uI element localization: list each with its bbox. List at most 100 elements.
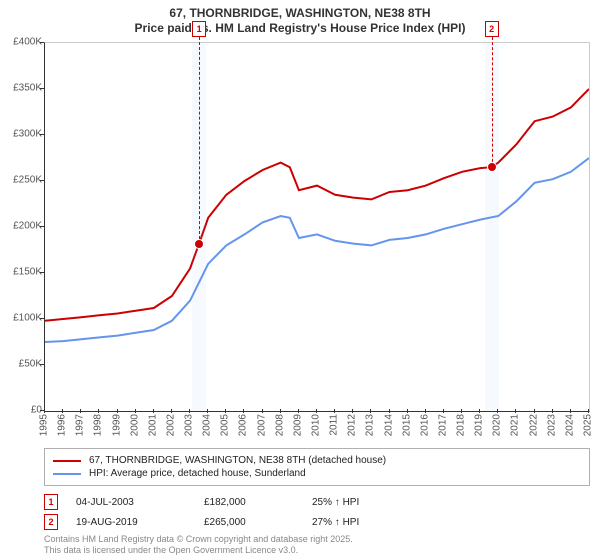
x-axis-label: 2018: [456, 414, 467, 436]
x-axis-tick: [189, 409, 190, 413]
x-axis-label: 2017: [437, 414, 448, 436]
y-axis-tick: [40, 180, 44, 181]
y-axis-label: £0: [0, 405, 42, 416]
x-axis-tick: [552, 409, 553, 413]
x-axis-label: 1997: [75, 414, 86, 436]
x-axis-tick: [316, 409, 317, 413]
x-axis-tick: [280, 409, 281, 413]
x-axis-label: 2021: [510, 414, 521, 436]
transaction-price-2: £265,000: [204, 517, 294, 528]
marker-box-2: 2: [485, 21, 499, 37]
y-axis-label: £400K: [0, 37, 42, 48]
x-axis-tick: [389, 409, 390, 413]
legend-swatch-hpi: [53, 473, 81, 475]
legend: 67, THORNBRIDGE, WASHINGTON, NE38 8TH (d…: [44, 448, 590, 486]
marker-line-2: [492, 37, 493, 167]
transaction-row-2: 2 19-AUG-2019 £265,000 27% ↑ HPI: [44, 514, 590, 530]
x-axis-tick: [225, 409, 226, 413]
x-axis-label: 2009: [292, 414, 303, 436]
x-axis-label: 2014: [383, 414, 394, 436]
legend-item-subject: 67, THORNBRIDGE, WASHINGTON, NE38 8TH (d…: [53, 455, 581, 466]
x-axis-tick: [407, 409, 408, 413]
x-axis-label: 1995: [39, 414, 50, 436]
x-axis-label: 1999: [111, 414, 122, 436]
transaction-date-2: 19-AUG-2019: [76, 517, 186, 528]
x-axis-tick: [171, 409, 172, 413]
y-axis-tick: [40, 318, 44, 319]
x-axis-label: 2022: [528, 414, 539, 436]
x-axis-tick: [352, 409, 353, 413]
x-axis-label: 2019: [474, 414, 485, 436]
title-line-2: Price paid vs. HM Land Registry's House …: [0, 21, 600, 36]
x-axis-label: 2012: [347, 414, 358, 436]
x-axis-label: 2013: [365, 414, 376, 436]
y-axis-label: £300K: [0, 129, 42, 140]
x-axis-label: 2020: [492, 414, 503, 436]
legend-label-subject: 67, THORNBRIDGE, WASHINGTON, NE38 8TH (d…: [89, 455, 386, 466]
x-axis-tick: [479, 409, 480, 413]
x-axis-tick: [443, 409, 444, 413]
chart-area: 1 2: [44, 42, 590, 412]
y-axis-label: £250K: [0, 175, 42, 186]
footer-line-2: This data is licensed under the Open Gov…: [44, 545, 590, 556]
x-axis-label: 2006: [238, 414, 249, 436]
transactions-table: 1 04-JUL-2003 £182,000 25% ↑ HPI 2 19-AU…: [44, 490, 590, 534]
y-axis-label: £150K: [0, 267, 42, 278]
y-axis-tick: [40, 42, 44, 43]
x-axis-label: 1998: [93, 414, 104, 436]
x-axis-tick: [425, 409, 426, 413]
y-axis-label: £350K: [0, 83, 42, 94]
x-axis-label: 2008: [274, 414, 285, 436]
x-axis-tick: [534, 409, 535, 413]
x-axis-tick: [117, 409, 118, 413]
x-axis-label: 2016: [419, 414, 430, 436]
x-axis-tick: [497, 409, 498, 413]
x-axis-tick: [243, 409, 244, 413]
x-axis-tick: [570, 409, 571, 413]
series-subject: [45, 89, 589, 321]
y-axis-tick: [40, 272, 44, 273]
x-axis-label: 2000: [129, 414, 140, 436]
x-axis-label: 2003: [184, 414, 195, 436]
x-axis-tick: [98, 409, 99, 413]
transaction-marker-2: 2: [44, 514, 58, 530]
transaction-date-1: 04-JUL-2003: [76, 497, 186, 508]
transaction-row-1: 1 04-JUL-2003 £182,000 25% ↑ HPI: [44, 494, 590, 510]
marker-box-1: 1: [192, 21, 206, 37]
x-axis-label: 2023: [546, 414, 557, 436]
transaction-price-1: £182,000: [204, 497, 294, 508]
x-axis-tick: [298, 409, 299, 413]
legend-swatch-subject: [53, 460, 81, 462]
x-axis-label: 2011: [329, 414, 340, 436]
title-line-1: 67, THORNBRIDGE, WASHINGTON, NE38 8TH: [0, 6, 600, 21]
x-axis-label: 2002: [165, 414, 176, 436]
x-axis-tick: [262, 409, 263, 413]
transaction-pct-1: 25% ↑ HPI: [312, 497, 402, 508]
marker-dot-1: [195, 240, 203, 248]
x-axis-tick: [153, 409, 154, 413]
x-axis-label: 2015: [401, 414, 412, 436]
y-axis-label: £50K: [0, 359, 42, 370]
x-axis-tick: [62, 409, 63, 413]
marker-line-1: [199, 37, 200, 244]
x-axis-tick: [135, 409, 136, 413]
x-axis-label: 1996: [57, 414, 68, 436]
y-axis-tick: [40, 364, 44, 365]
y-axis-label: £200K: [0, 221, 42, 232]
x-axis-label: 2001: [147, 414, 158, 436]
y-axis-tick: [40, 226, 44, 227]
x-axis-tick: [461, 409, 462, 413]
y-axis-tick: [40, 88, 44, 89]
y-axis-tick: [40, 134, 44, 135]
x-axis-label: 2004: [202, 414, 213, 436]
x-axis-label: 2005: [220, 414, 231, 436]
marker-dot-2: [488, 163, 496, 171]
chart-title-block: 67, THORNBRIDGE, WASHINGTON, NE38 8TH Pr…: [0, 0, 600, 36]
line-chart-svg: [45, 43, 589, 411]
x-axis-label: 2025: [583, 414, 594, 436]
x-axis-tick: [370, 409, 371, 413]
x-axis-label: 2010: [311, 414, 322, 436]
x-axis-label: 2024: [564, 414, 575, 436]
attribution-footer: Contains HM Land Registry data © Crown c…: [44, 534, 590, 556]
x-axis-label: 2007: [256, 414, 267, 436]
